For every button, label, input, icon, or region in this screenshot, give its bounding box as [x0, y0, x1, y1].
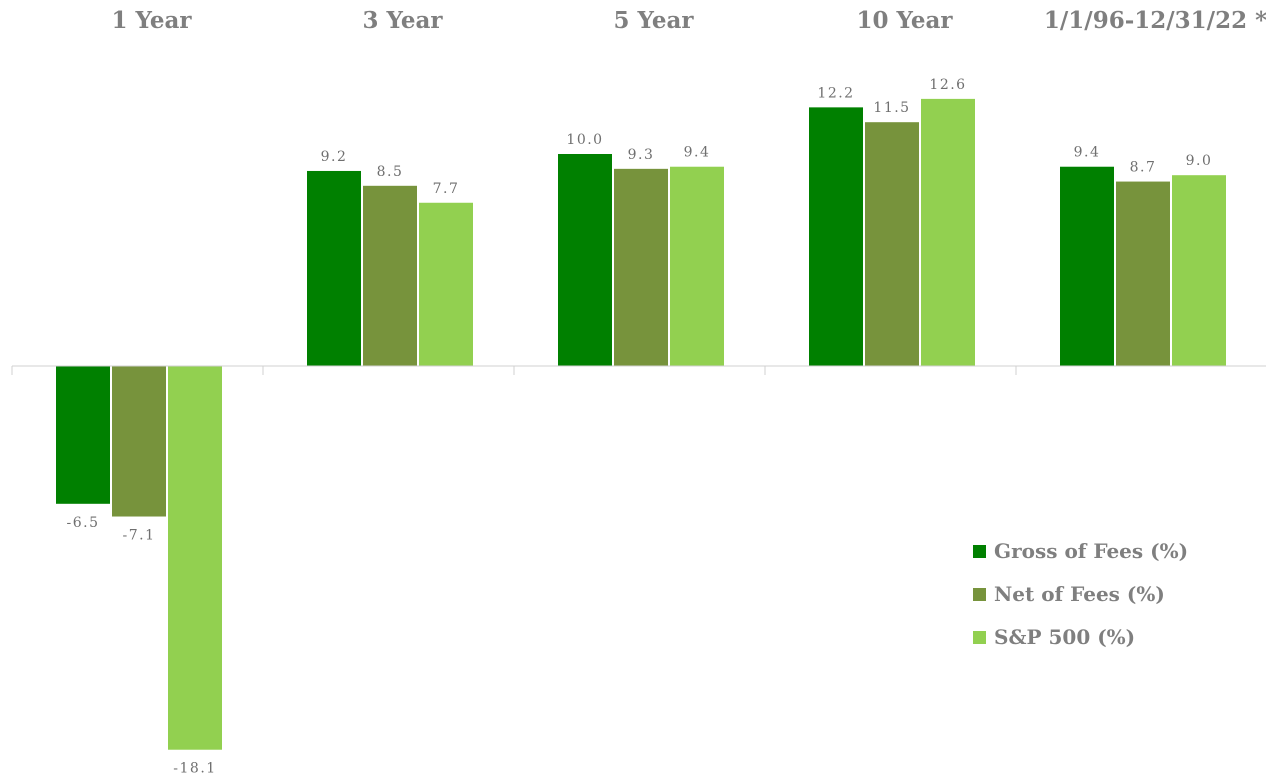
data-label-net-of-fees-1-1-96-12-31-22: 8.7	[1130, 160, 1157, 176]
data-label-net-of-fees-3-year: 8.5	[377, 164, 404, 180]
x-axis	[11, 365, 1266, 375]
category-labels: 1 Year 3 Year 5 Year 10 Year 1/1/96-12/31/22…	[111, 7, 1266, 34]
data-label-gross-of-fees-5-year: 10.0	[566, 132, 603, 148]
bar-net-of-fees-10-year	[865, 122, 919, 366]
bars	[56, 98, 1226, 750]
data-label-s-p-500-10-year: 12.6	[929, 77, 966, 93]
category-label-1-1-96-12-31-22: 1/1/96-12/31/22 *	[1044, 7, 1266, 34]
data-labels: -6.5 9.2 10.0 12.2 9.4 -7.1 8.5 9.3 11.5 8.7 -18.1…	[67, 77, 1213, 777]
category-label-3-year: 3 Year	[362, 7, 443, 34]
data-label-gross-of-fees-1-year: -6.5	[67, 515, 100, 531]
bar-s-p-500-5-year	[670, 166, 724, 366]
bar-s-p-500-3-year	[419, 202, 473, 366]
data-label-s-p-500-5-year: 9.4	[684, 145, 711, 161]
bar-net-of-fees-1-year	[112, 366, 166, 517]
bar-net-of-fees-5-year	[614, 168, 668, 366]
category-label-5-year: 5 Year	[613, 7, 694, 34]
legend: Gross of Fees (%) Net of Fees (%) S&P 500 …	[973, 539, 1188, 649]
data-label-net-of-fees-1-year: -7.1	[123, 528, 156, 544]
legend-swatch-net-of-fees	[973, 588, 986, 601]
bar-s-p-500-1-1-96-12-31-22	[1172, 175, 1226, 366]
category-label-10-year: 10 Year	[856, 7, 953, 34]
data-label-gross-of-fees-1-1-96-12-31-22: 9.4	[1074, 145, 1101, 161]
legend-label-net-of-fees: Net of Fees (%)	[994, 582, 1165, 606]
category-label-1-year: 1 Year	[111, 7, 192, 34]
legend-label-gross-of-fees: Gross of Fees (%)	[994, 539, 1188, 563]
data-label-gross-of-fees-3-year: 9.2	[321, 149, 348, 165]
data-label-gross-of-fees-10-year: 12.2	[817, 85, 854, 101]
bar-s-p-500-10-year	[921, 98, 975, 366]
legend-swatch-s-p-500	[973, 631, 986, 644]
data-label-s-p-500-1-year: -18.1	[173, 761, 216, 777]
legend-label-s-p-500: S&P 500 (%)	[994, 625, 1135, 649]
bar-gross-of-fees-1-year	[56, 366, 110, 504]
data-label-s-p-500-1-1-96-12-31-22: 9.0	[1186, 153, 1213, 169]
data-label-net-of-fees-10-year: 11.5	[873, 100, 910, 116]
data-label-net-of-fees-5-year: 9.3	[628, 147, 655, 163]
data-label-s-p-500-3-year: 7.7	[433, 181, 460, 197]
bar-s-p-500-1-year	[168, 366, 222, 750]
bar-gross-of-fees-1-1-96-12-31-22	[1060, 166, 1114, 366]
bar-net-of-fees-1-1-96-12-31-22	[1116, 181, 1170, 366]
bar-gross-of-fees-5-year	[558, 154, 612, 366]
bar-gross-of-fees-10-year	[809, 107, 863, 367]
bar-gross-of-fees-3-year	[307, 170, 361, 366]
legend-swatch-gross-of-fees	[973, 545, 986, 558]
bar-net-of-fees-3-year	[363, 185, 417, 366]
